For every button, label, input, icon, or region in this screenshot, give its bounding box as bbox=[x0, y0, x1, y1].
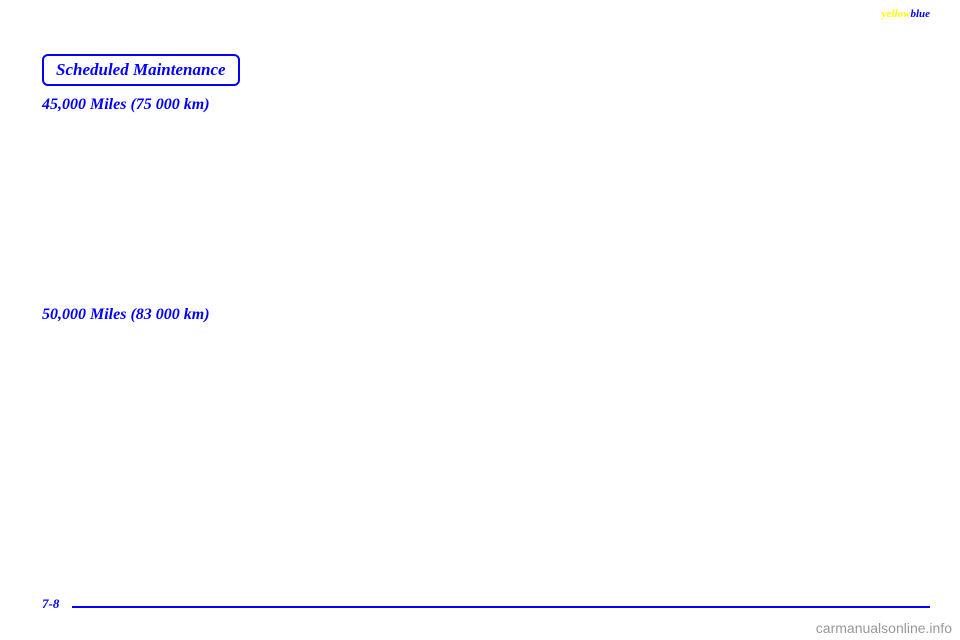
section-heading-45000: 45,000 Miles (75 000 km) bbox=[42, 96, 210, 114]
section-heading-50000: 50,000 Miles (83 000 km) bbox=[42, 306, 210, 324]
header-yellow-text: yellow bbox=[882, 8, 911, 20]
title-text: Scheduled Maintenance bbox=[56, 60, 226, 79]
header-brand: yellowblue bbox=[882, 8, 930, 20]
title-box: Scheduled Maintenance bbox=[42, 54, 240, 86]
footer-divider bbox=[72, 606, 930, 608]
header-blue-text: blue bbox=[910, 8, 930, 20]
watermark: carmanualsonline.info bbox=[816, 620, 952, 636]
page-number: 7-8 bbox=[42, 596, 59, 612]
